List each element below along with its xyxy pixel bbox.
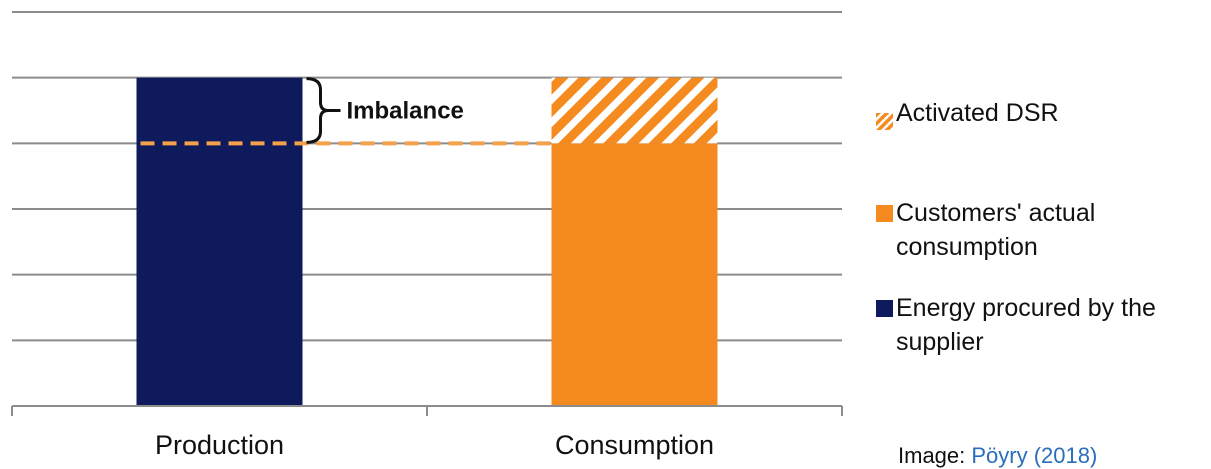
legend-label-customers-consumption: Customers' actual consumption xyxy=(896,199,1096,261)
legend-label-energy-procured: Energy procured by the supplier xyxy=(896,294,1156,356)
legend-swatch-energy-procured xyxy=(876,300,893,317)
x-tick-label-consumption: Consumption xyxy=(555,430,714,460)
legend-item-customers-consumption: Customers' actual consumption xyxy=(876,196,1095,264)
imbalance-label: Imbalance xyxy=(347,98,464,125)
legend-item-activated-dsr: Activated DSR xyxy=(876,96,1059,130)
bar-production-energy-procured-by-the-supplier xyxy=(136,77,303,407)
x-axis xyxy=(11,405,843,416)
legend-swatch-activated-dsr xyxy=(876,105,893,130)
bar-consumption-activated-dsr xyxy=(551,77,718,144)
legend-swatch-customers-consumption xyxy=(876,205,893,222)
bars xyxy=(136,77,718,407)
x-tick-label-production: Production xyxy=(155,430,284,460)
legend-item-energy-procured: Energy procured by the supplier xyxy=(876,291,1156,359)
credit-prefix: Image: xyxy=(898,443,972,468)
chart: Imbalance Production Consumption xyxy=(11,11,843,460)
imbalance-annotation: Imbalance xyxy=(306,77,464,144)
credit-link[interactable]: Pöyry (2018) xyxy=(971,443,1098,468)
legend-label-activated-dsr: Activated DSR xyxy=(896,99,1059,127)
bar-consumption-customers-actual-consumption xyxy=(551,143,718,407)
x-tick-labels: Production Consumption xyxy=(155,430,714,460)
imbalance-brace xyxy=(306,77,329,144)
image-credit: Image: Pöyry (2018) xyxy=(898,443,1097,469)
